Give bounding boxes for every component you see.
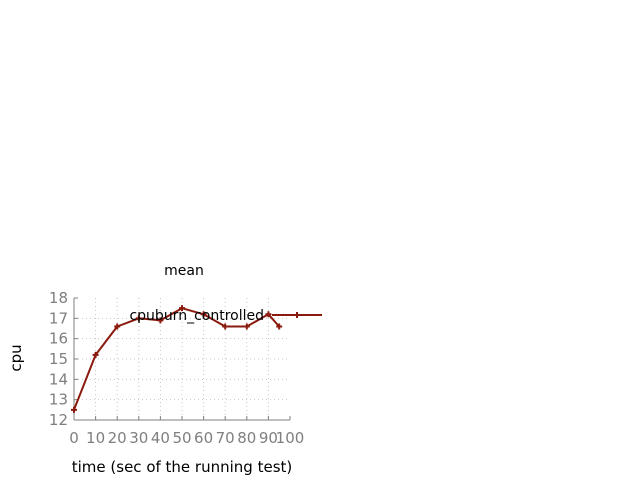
x-tick-label-70: 70	[216, 429, 235, 447]
x-tick-label-100: 100	[276, 429, 305, 447]
data-point-60	[200, 311, 207, 318]
data-point-40	[157, 317, 164, 324]
x-tick-label-90: 90	[259, 429, 278, 447]
axes	[73, 297, 291, 421]
y-tick-label-13: 13	[49, 391, 68, 409]
data-point-90	[265, 311, 272, 318]
series-layer	[71, 305, 283, 413]
x-tick-label-80: 80	[237, 429, 256, 447]
y-tick-label-18: 18	[49, 289, 68, 307]
legend-label-cpuburn_controlled: cpuburn_controlled	[129, 308, 264, 324]
y-tick-label-16: 16	[49, 330, 68, 348]
data-point-0	[71, 406, 77, 413]
x-tick-label-60: 60	[194, 429, 213, 447]
data-point-70	[222, 323, 229, 330]
x-axis-label: time (sec of the running test)	[72, 458, 293, 476]
x-tick-label-10: 10	[86, 429, 105, 447]
data-point-30	[135, 315, 142, 322]
y-tick-label-12: 12	[49, 411, 68, 429]
legend-marker-cpuburn_controlled	[294, 312, 300, 318]
x-tick-label-40: 40	[151, 429, 170, 447]
chart-title: mean	[164, 263, 204, 279]
data-point-20	[114, 323, 121, 330]
data-point-10	[92, 351, 99, 358]
x-tick-label-20: 20	[108, 429, 127, 447]
y-tick-label-14: 14	[49, 370, 68, 388]
data-point-50	[179, 305, 185, 312]
data-point-80	[243, 323, 250, 330]
legend: cpuburn_controlled	[129, 308, 322, 324]
x-tick-label-50: 50	[172, 429, 191, 447]
x-tick-label-30: 30	[129, 429, 148, 447]
y-axis-label: cpu	[7, 344, 25, 371]
x-tick-label-0: 0	[69, 429, 79, 447]
data-point-95	[276, 323, 283, 330]
y-tick-label-17: 17	[49, 309, 68, 327]
y-tick-label-15: 15	[49, 350, 68, 368]
